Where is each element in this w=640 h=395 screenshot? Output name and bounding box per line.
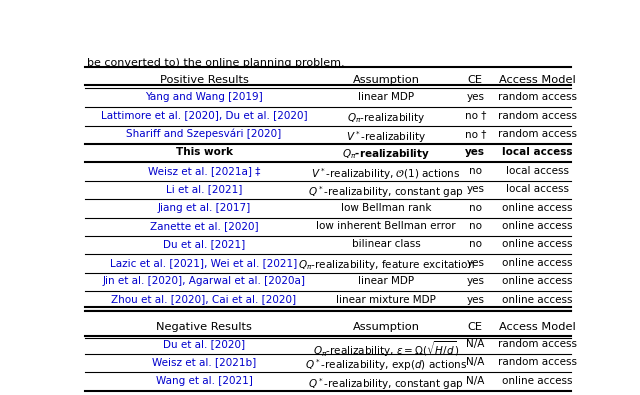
Text: $Q^*$-realizability, constant gap: $Q^*$-realizability, constant gap bbox=[308, 376, 464, 391]
Text: low inherent Bellman error: low inherent Bellman error bbox=[316, 221, 456, 231]
Text: Du et al. [2021]: Du et al. [2021] bbox=[163, 239, 245, 249]
Text: $Q_{\pi}$-realizability: $Q_{\pi}$-realizability bbox=[342, 147, 430, 161]
Text: yes: yes bbox=[465, 147, 485, 157]
Text: low Bellman rank: low Bellman rank bbox=[341, 203, 431, 213]
Text: Positive Results: Positive Results bbox=[159, 75, 248, 85]
Text: Shariff and Szepesvári [2020]: Shariff and Szepesvári [2020] bbox=[126, 129, 282, 139]
Text: no †: no † bbox=[465, 129, 486, 139]
Text: $Q_{\pi}$-realizability, feature excitation: $Q_{\pi}$-realizability, feature excitat… bbox=[298, 258, 474, 272]
Text: This work: This work bbox=[175, 147, 232, 157]
Text: Assumption: Assumption bbox=[353, 322, 420, 332]
Text: Jiang et al. [2017]: Jiang et al. [2017] bbox=[157, 203, 251, 213]
Text: Wang et al. [2021]: Wang et al. [2021] bbox=[156, 376, 252, 386]
Text: bilinear class: bilinear class bbox=[352, 239, 420, 249]
Text: no: no bbox=[468, 203, 482, 213]
Text: $Q^*$-realizability, $\exp(d)$ actions: $Q^*$-realizability, $\exp(d)$ actions bbox=[305, 357, 467, 373]
Text: random access: random access bbox=[498, 339, 577, 349]
Text: online access: online access bbox=[502, 376, 573, 386]
Text: online access: online access bbox=[502, 239, 573, 249]
Text: Lazic et al. [2021], Wei et al. [2021]: Lazic et al. [2021], Wei et al. [2021] bbox=[110, 258, 298, 268]
Text: random access: random access bbox=[498, 357, 577, 367]
Text: CE: CE bbox=[468, 75, 483, 85]
Text: Yang and Wang [2019]: Yang and Wang [2019] bbox=[145, 92, 263, 102]
Text: Li et al. [2021]: Li et al. [2021] bbox=[166, 184, 242, 194]
Text: no: no bbox=[468, 239, 482, 249]
Text: N/A: N/A bbox=[466, 357, 484, 367]
Text: random access: random access bbox=[498, 92, 577, 102]
Text: Access Model: Access Model bbox=[499, 75, 575, 85]
Text: online access: online access bbox=[502, 258, 573, 268]
Text: N/A: N/A bbox=[466, 339, 484, 349]
Text: yes: yes bbox=[467, 92, 484, 102]
Text: N/A: N/A bbox=[466, 376, 484, 386]
Text: yes: yes bbox=[467, 258, 484, 268]
Text: $V^*$-realizability: $V^*$-realizability bbox=[346, 129, 426, 145]
Text: no: no bbox=[468, 221, 482, 231]
Text: be converted to) the online planning problem.: be converted to) the online planning pro… bbox=[88, 58, 345, 68]
Text: yes: yes bbox=[467, 184, 484, 194]
Text: Access Model: Access Model bbox=[499, 322, 575, 332]
Text: $Q^*$-realizability, constant gap: $Q^*$-realizability, constant gap bbox=[308, 184, 464, 200]
Text: no: no bbox=[468, 166, 482, 176]
Text: local access: local access bbox=[506, 184, 569, 194]
Text: CE: CE bbox=[468, 322, 483, 332]
Text: linear MDP: linear MDP bbox=[358, 276, 414, 286]
Text: Zhou et al. [2020], Cai et al. [2020]: Zhou et al. [2020], Cai et al. [2020] bbox=[111, 295, 296, 305]
Text: local access: local access bbox=[506, 166, 569, 176]
Text: Negative Results: Negative Results bbox=[156, 322, 252, 332]
Text: $V^*$-realizability, $\mathcal{O}(1)$ actions: $V^*$-realizability, $\mathcal{O}(1)$ ac… bbox=[311, 166, 461, 182]
Text: local access: local access bbox=[502, 147, 573, 157]
Text: Du et al. [2020]: Du et al. [2020] bbox=[163, 339, 245, 349]
Text: online access: online access bbox=[502, 295, 573, 305]
Text: $Q_{\pi}$-realizability: $Q_{\pi}$-realizability bbox=[347, 111, 425, 124]
Text: online access: online access bbox=[502, 276, 573, 286]
Text: yes: yes bbox=[467, 276, 484, 286]
Text: linear mixture MDP: linear mixture MDP bbox=[336, 295, 436, 305]
Text: no †: no † bbox=[465, 111, 486, 120]
Text: Assumption: Assumption bbox=[353, 75, 420, 85]
Text: yes: yes bbox=[467, 295, 484, 305]
Text: online access: online access bbox=[502, 203, 573, 213]
Text: linear MDP: linear MDP bbox=[358, 92, 414, 102]
Text: Lattimore et al. [2020], Du et al. [2020]: Lattimore et al. [2020], Du et al. [2020… bbox=[100, 111, 307, 120]
Text: Weisz et al. [2021b]: Weisz et al. [2021b] bbox=[152, 357, 256, 367]
Text: Zanette et al. [2020]: Zanette et al. [2020] bbox=[150, 221, 259, 231]
Text: $Q_{\pi}$-realizability, $\epsilon = \Omega(\sqrt{H/d})$: $Q_{\pi}$-realizability, $\epsilon = \Om… bbox=[313, 339, 460, 359]
Text: Jin et al. [2020], Agarwal et al. [2020a]: Jin et al. [2020], Agarwal et al. [2020a… bbox=[102, 276, 305, 286]
Text: online access: online access bbox=[502, 221, 573, 231]
Text: random access: random access bbox=[498, 111, 577, 120]
Text: Weisz et al. [2021a] ‡: Weisz et al. [2021a] ‡ bbox=[148, 166, 260, 176]
Text: random access: random access bbox=[498, 129, 577, 139]
